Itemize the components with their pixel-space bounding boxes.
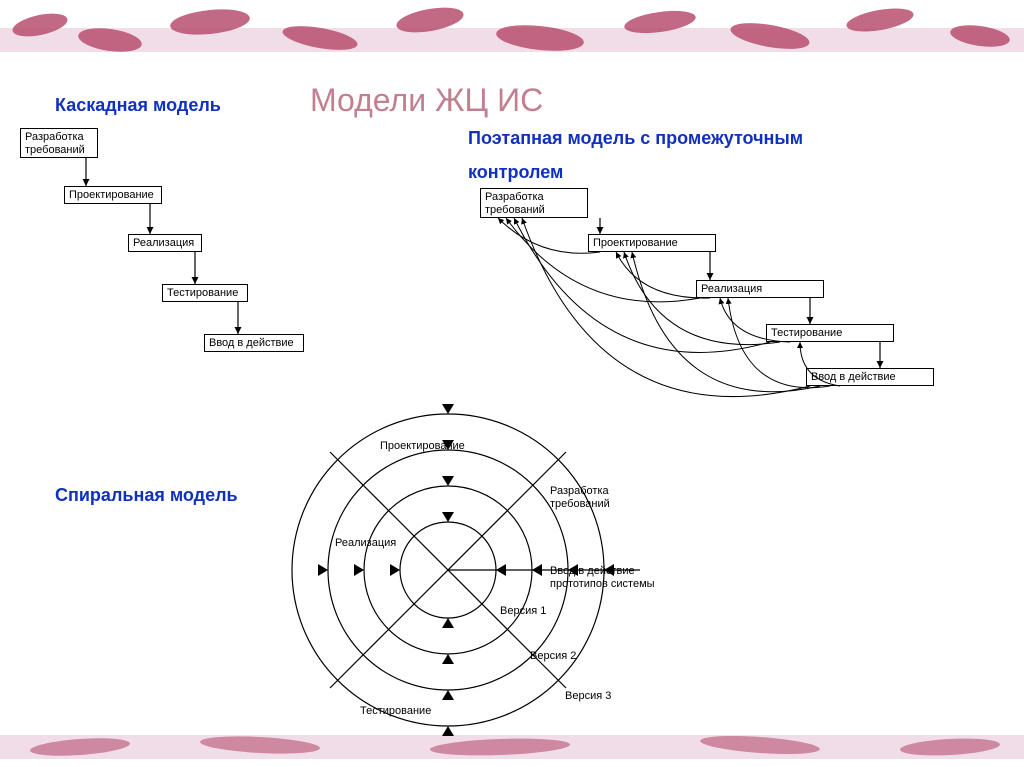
- spiral-diagram: [0, 0, 1024, 767]
- spiral-label-requirements: Разработка требований: [550, 485, 610, 511]
- spiral-label-design: Проектирование: [380, 440, 465, 453]
- spiral-label-deploy: Ввод в действие прототипов системы: [550, 565, 655, 591]
- spiral-version-3: Версия 3: [565, 690, 611, 703]
- spiral-version-2: Версия 2: [530, 650, 576, 663]
- spiral-label-testing: Тестирование: [360, 705, 431, 718]
- spiral-version-1: Версия 1: [500, 605, 546, 618]
- spiral-label-realization: Реализация: [335, 537, 396, 550]
